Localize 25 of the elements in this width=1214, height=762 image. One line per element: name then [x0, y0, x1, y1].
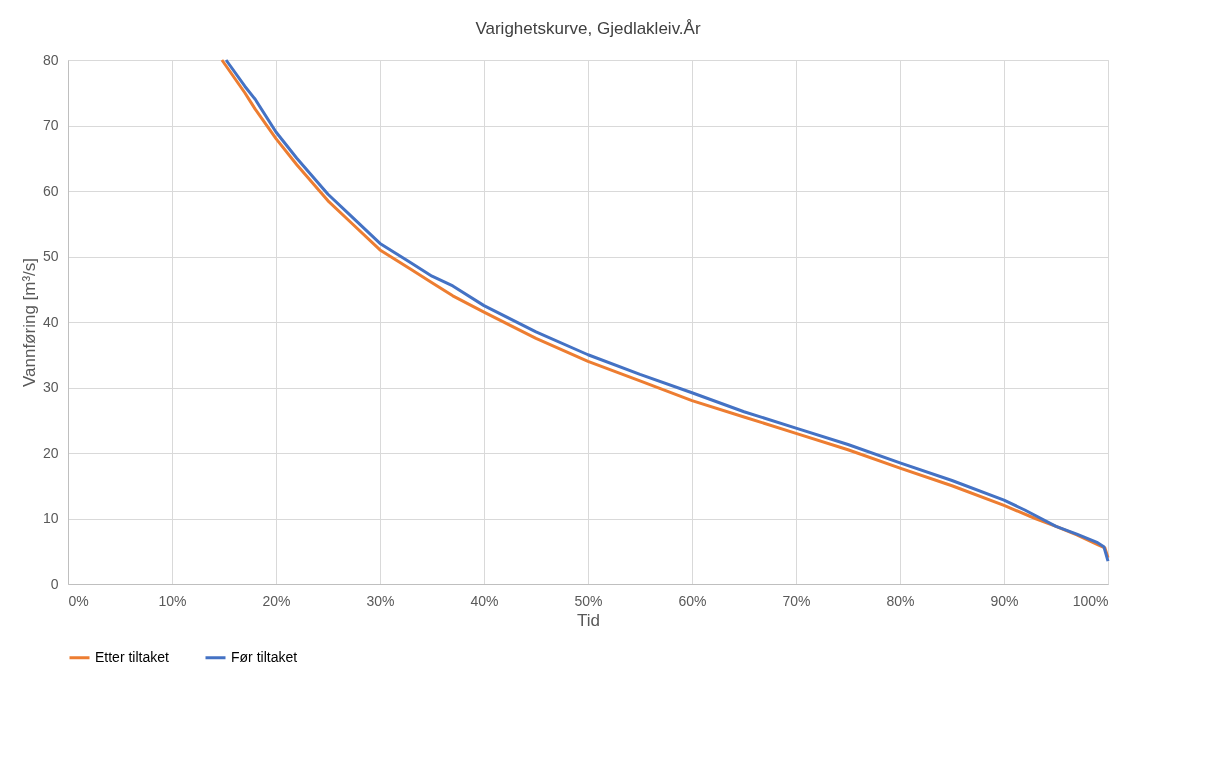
y-tick-label: 0 [50, 575, 59, 592]
legend-label: Før tiltaket [231, 648, 298, 665]
x-tick-label: 0% [68, 592, 89, 609]
x-tick-label: 10% [158, 592, 187, 609]
y-tick-label: 60 [42, 182, 59, 199]
y-tick-label: 40 [42, 313, 59, 330]
x-tick-label: 80% [886, 592, 915, 609]
y-tick-label: 50 [42, 248, 59, 264]
y-tick-label: 30 [42, 379, 59, 395]
y-tick-label: 10 [42, 510, 59, 526]
x-tick-label: 30% [366, 592, 395, 609]
x-tick-label: 90% [990, 592, 1019, 609]
y-tick-label: 80 [42, 51, 59, 68]
x-tick-label: 50% [574, 592, 603, 609]
x-tick-label: 20% [262, 592, 291, 609]
x-tick-label: 100% [1072, 592, 1109, 609]
x-axis-title: Tid [577, 610, 600, 630]
chart-title: Varighetskurve, Gjedlakleiv.År [475, 19, 701, 38]
legend-label: Etter tiltaket [95, 648, 170, 665]
y-axis-title: Vannføring [m³/s] [19, 257, 39, 388]
x-tick-label: 40% [470, 592, 499, 609]
y-tick-label: 20 [42, 444, 59, 461]
y-tick-label: 70 [42, 117, 59, 133]
x-tick-label: 70% [782, 592, 811, 609]
x-tick-label: 60% [678, 592, 707, 609]
